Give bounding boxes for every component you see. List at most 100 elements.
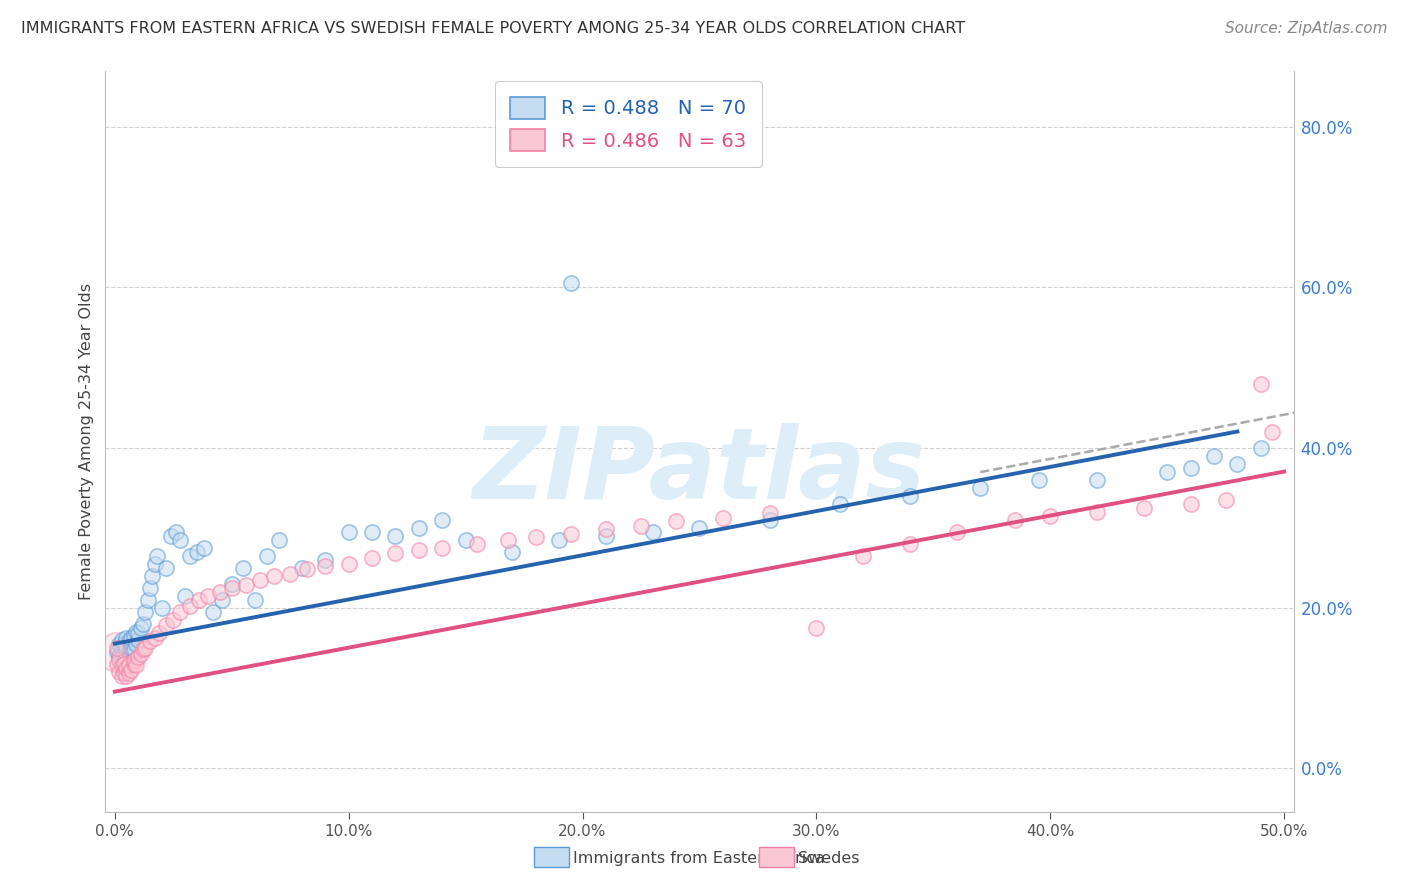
Point <box>118 666 141 681</box>
Point <box>120 631 142 645</box>
Point <box>1133 500 1156 515</box>
Point <box>501 544 523 558</box>
Point <box>1156 465 1178 479</box>
Point <box>125 658 148 673</box>
Point <box>179 599 201 613</box>
Point <box>127 632 149 647</box>
Point <box>179 549 201 563</box>
Point <box>108 665 131 679</box>
Point <box>1226 457 1249 471</box>
Point <box>1261 425 1284 439</box>
Point <box>758 506 780 520</box>
Point <box>134 640 156 655</box>
Point <box>193 541 215 555</box>
Point <box>852 549 875 563</box>
Point <box>174 589 197 603</box>
Point <box>524 530 547 544</box>
Point <box>146 549 169 563</box>
Point <box>1202 449 1225 463</box>
Point <box>129 621 152 635</box>
Point <box>337 524 360 539</box>
Point <box>1215 492 1237 507</box>
Point <box>143 557 166 571</box>
Text: Source: ZipAtlas.com: Source: ZipAtlas.com <box>1225 21 1388 36</box>
Point <box>127 626 149 640</box>
Point <box>111 653 134 667</box>
Point <box>111 658 134 673</box>
Point <box>263 568 285 582</box>
Point <box>111 632 134 647</box>
Point <box>337 557 360 571</box>
Point <box>169 605 191 619</box>
Point <box>1004 512 1026 526</box>
Point <box>689 520 711 534</box>
Point <box>1085 473 1108 487</box>
Point <box>1250 376 1272 391</box>
Point <box>232 560 254 574</box>
Point <box>169 533 191 547</box>
Point <box>209 584 232 599</box>
Point <box>111 642 134 657</box>
Point <box>408 520 430 534</box>
Point <box>560 277 582 291</box>
Point <box>112 657 135 671</box>
Point <box>139 634 162 648</box>
Point <box>249 573 271 587</box>
Point <box>118 634 141 648</box>
Point <box>1085 505 1108 519</box>
Point <box>115 631 138 645</box>
Point <box>122 629 145 643</box>
Point <box>384 546 406 560</box>
Point <box>291 560 314 574</box>
Point <box>160 528 183 542</box>
Point <box>432 541 454 555</box>
Point <box>132 616 155 631</box>
Point <box>115 640 138 655</box>
Point <box>115 660 138 674</box>
Point <box>125 624 148 639</box>
Point <box>898 489 921 503</box>
Point <box>112 637 135 651</box>
Point <box>118 645 141 659</box>
Point <box>108 653 131 667</box>
Point <box>127 650 149 665</box>
Point <box>125 637 148 651</box>
Point <box>384 528 406 542</box>
Point <box>105 657 128 671</box>
Point <box>465 536 488 550</box>
Text: Immigrants from Eastern Africa: Immigrants from Eastern Africa <box>574 851 825 865</box>
Point <box>560 527 582 541</box>
Point <box>1180 460 1202 475</box>
Point <box>112 647 135 661</box>
Point <box>118 658 141 673</box>
Point <box>165 524 187 539</box>
Point <box>136 592 159 607</box>
Point <box>969 481 991 495</box>
Point <box>139 581 162 595</box>
Text: IMMIGRANTS FROM EASTERN AFRICA VS SWEDISH FEMALE POVERTY AMONG 25-34 YEAR OLDS C: IMMIGRANTS FROM EASTERN AFRICA VS SWEDIS… <box>21 21 965 36</box>
Point <box>188 592 211 607</box>
Point <box>120 663 142 677</box>
Point <box>256 549 278 563</box>
Point <box>314 559 336 574</box>
Point <box>595 528 617 542</box>
Point <box>132 642 155 657</box>
Point <box>112 666 135 681</box>
Point <box>122 642 145 657</box>
Point <box>155 560 177 574</box>
Point <box>267 533 290 547</box>
Point <box>155 618 177 632</box>
Point <box>295 562 318 576</box>
Point <box>108 637 131 651</box>
Point <box>105 645 128 659</box>
Point <box>105 640 128 655</box>
Point <box>134 605 156 619</box>
Legend: R = 0.488   N = 70, R = 0.486   N = 63: R = 0.488 N = 70, R = 0.486 N = 63 <box>495 81 762 167</box>
Point <box>115 668 138 682</box>
Point <box>1039 508 1062 523</box>
Point <box>408 543 430 558</box>
Point <box>129 647 152 661</box>
Point <box>211 592 233 607</box>
Point <box>141 568 163 582</box>
Point <box>665 514 688 528</box>
